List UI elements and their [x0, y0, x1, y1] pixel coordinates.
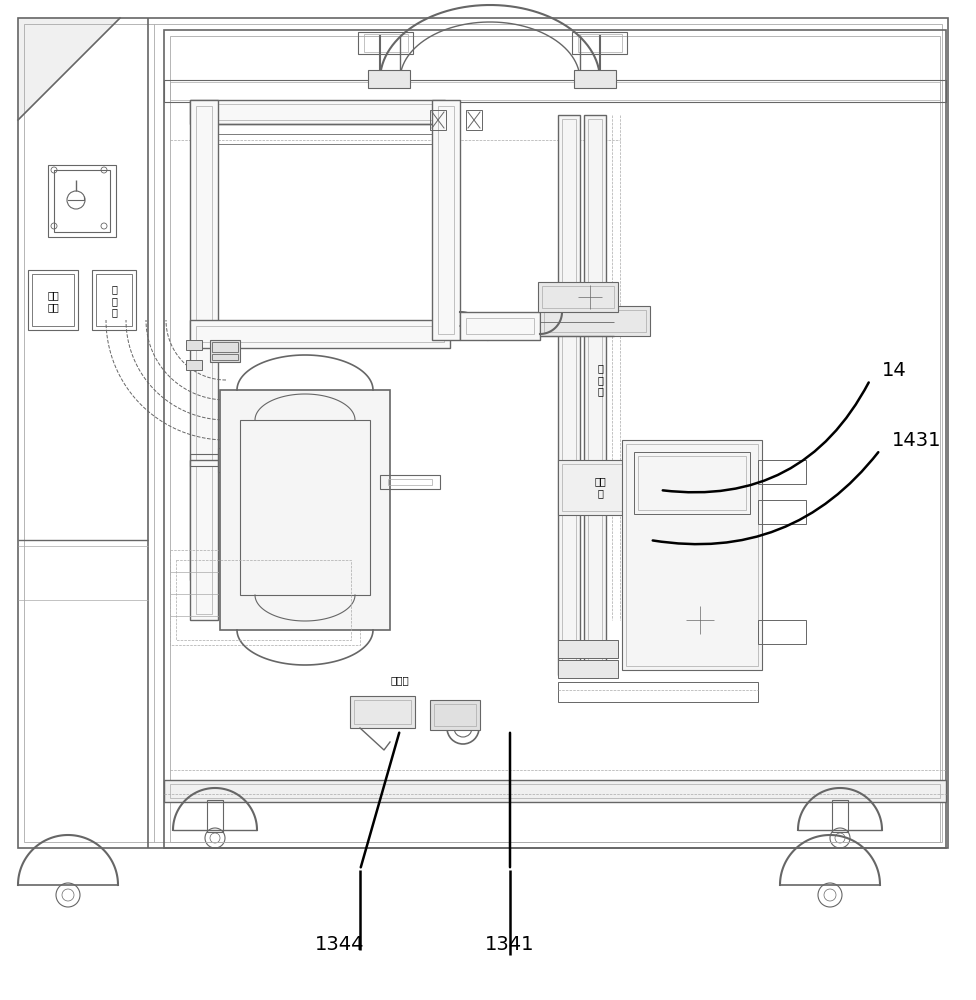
Bar: [176, 560, 351, 640]
Bar: [190, 100, 445, 124]
Bar: [430, 110, 446, 130]
Text: 1341: 1341: [485, 936, 535, 954]
Bar: [190, 100, 218, 580]
Bar: [164, 30, 946, 848]
Bar: [222, 462, 238, 470]
Bar: [164, 80, 946, 102]
Bar: [190, 454, 250, 466]
Text: 14: 14: [882, 360, 907, 379]
Bar: [562, 119, 576, 671]
Bar: [190, 460, 218, 620]
Bar: [194, 104, 441, 120]
Bar: [170, 82, 940, 100]
Bar: [434, 704, 476, 726]
Polygon shape: [18, 18, 120, 120]
Bar: [240, 420, 370, 595]
Bar: [432, 100, 460, 340]
Text: 1431: 1431: [892, 430, 942, 450]
Bar: [578, 34, 622, 52]
Bar: [196, 466, 212, 614]
Bar: [758, 500, 806, 524]
Bar: [634, 452, 750, 514]
Bar: [584, 115, 606, 675]
Bar: [460, 312, 540, 340]
Bar: [358, 32, 413, 54]
Bar: [626, 444, 758, 666]
Bar: [562, 464, 684, 511]
Bar: [48, 165, 116, 237]
Bar: [212, 342, 238, 352]
Bar: [186, 340, 202, 350]
Bar: [28, 270, 78, 330]
Bar: [218, 448, 242, 472]
Bar: [430, 700, 480, 730]
Bar: [380, 475, 440, 489]
Bar: [350, 696, 415, 728]
Text: 电磁
阀: 电磁 阀: [594, 476, 606, 498]
Bar: [538, 282, 618, 312]
Bar: [466, 110, 482, 130]
Bar: [466, 318, 534, 334]
Text: 电磁阀: 电磁阀: [390, 675, 409, 685]
Bar: [170, 550, 360, 645]
Bar: [354, 700, 411, 724]
Text: 主
电
源: 主 电 源: [111, 284, 117, 318]
Bar: [758, 460, 806, 484]
Bar: [574, 70, 616, 88]
Text: 主机
监控: 主机 监控: [47, 290, 59, 312]
Text: 1344: 1344: [315, 936, 365, 954]
Bar: [388, 479, 432, 485]
Bar: [622, 440, 762, 670]
Bar: [540, 306, 650, 336]
Bar: [32, 274, 74, 326]
Bar: [758, 620, 806, 644]
Bar: [170, 36, 940, 842]
Bar: [186, 360, 202, 370]
Bar: [558, 115, 580, 675]
Bar: [92, 270, 136, 330]
Bar: [558, 460, 688, 515]
Bar: [196, 106, 212, 574]
Bar: [364, 34, 408, 52]
Bar: [96, 274, 132, 326]
Bar: [368, 70, 410, 88]
Bar: [54, 170, 110, 232]
Bar: [438, 106, 454, 334]
Bar: [572, 32, 627, 54]
Bar: [558, 640, 618, 658]
Bar: [210, 340, 240, 362]
Bar: [638, 456, 746, 510]
Bar: [207, 800, 223, 832]
Bar: [558, 682, 758, 702]
Bar: [24, 24, 942, 842]
Bar: [544, 310, 646, 332]
Bar: [222, 450, 238, 460]
Bar: [170, 784, 940, 798]
Text: 电
磁
阀: 电 磁 阀: [597, 363, 603, 397]
Bar: [18, 18, 948, 848]
Bar: [164, 780, 946, 802]
Bar: [832, 800, 848, 832]
Bar: [220, 390, 390, 630]
Bar: [196, 326, 444, 342]
Bar: [542, 286, 614, 308]
Bar: [212, 354, 238, 360]
Bar: [190, 320, 450, 348]
Bar: [588, 119, 602, 671]
Bar: [558, 660, 618, 678]
